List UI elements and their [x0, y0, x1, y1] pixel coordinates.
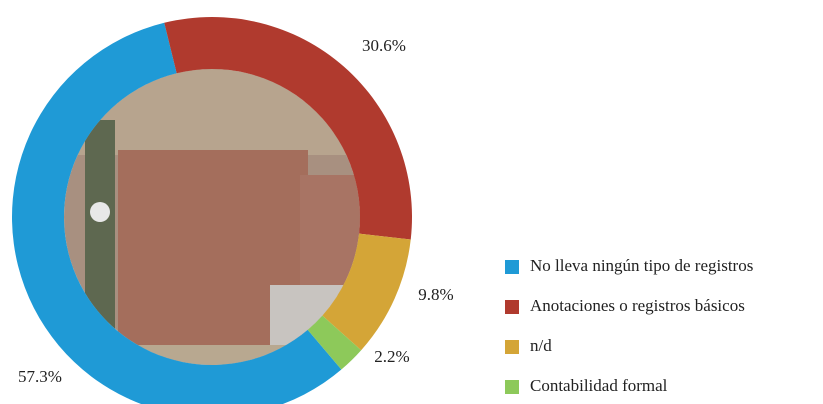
legend-label: Anotaciones o registros básicos [530, 296, 745, 315]
value-label: 57.3% [18, 367, 62, 386]
legend-label: Contabilidad formal [530, 376, 668, 395]
slice [12, 22, 342, 404]
legend-swatch [505, 380, 519, 394]
value-label: 2.2% [374, 347, 409, 366]
slice [322, 233, 411, 351]
legend-label: n/d [530, 336, 552, 355]
value-label: 30.6% [362, 36, 406, 55]
legend-swatch [505, 340, 519, 354]
slice [307, 315, 362, 370]
legend-swatch [505, 260, 519, 274]
value-label: 9.8% [418, 285, 453, 304]
slice [164, 17, 412, 240]
legend-label: No lleva ningún tipo de registros [530, 256, 753, 275]
legend-swatch [505, 300, 519, 314]
